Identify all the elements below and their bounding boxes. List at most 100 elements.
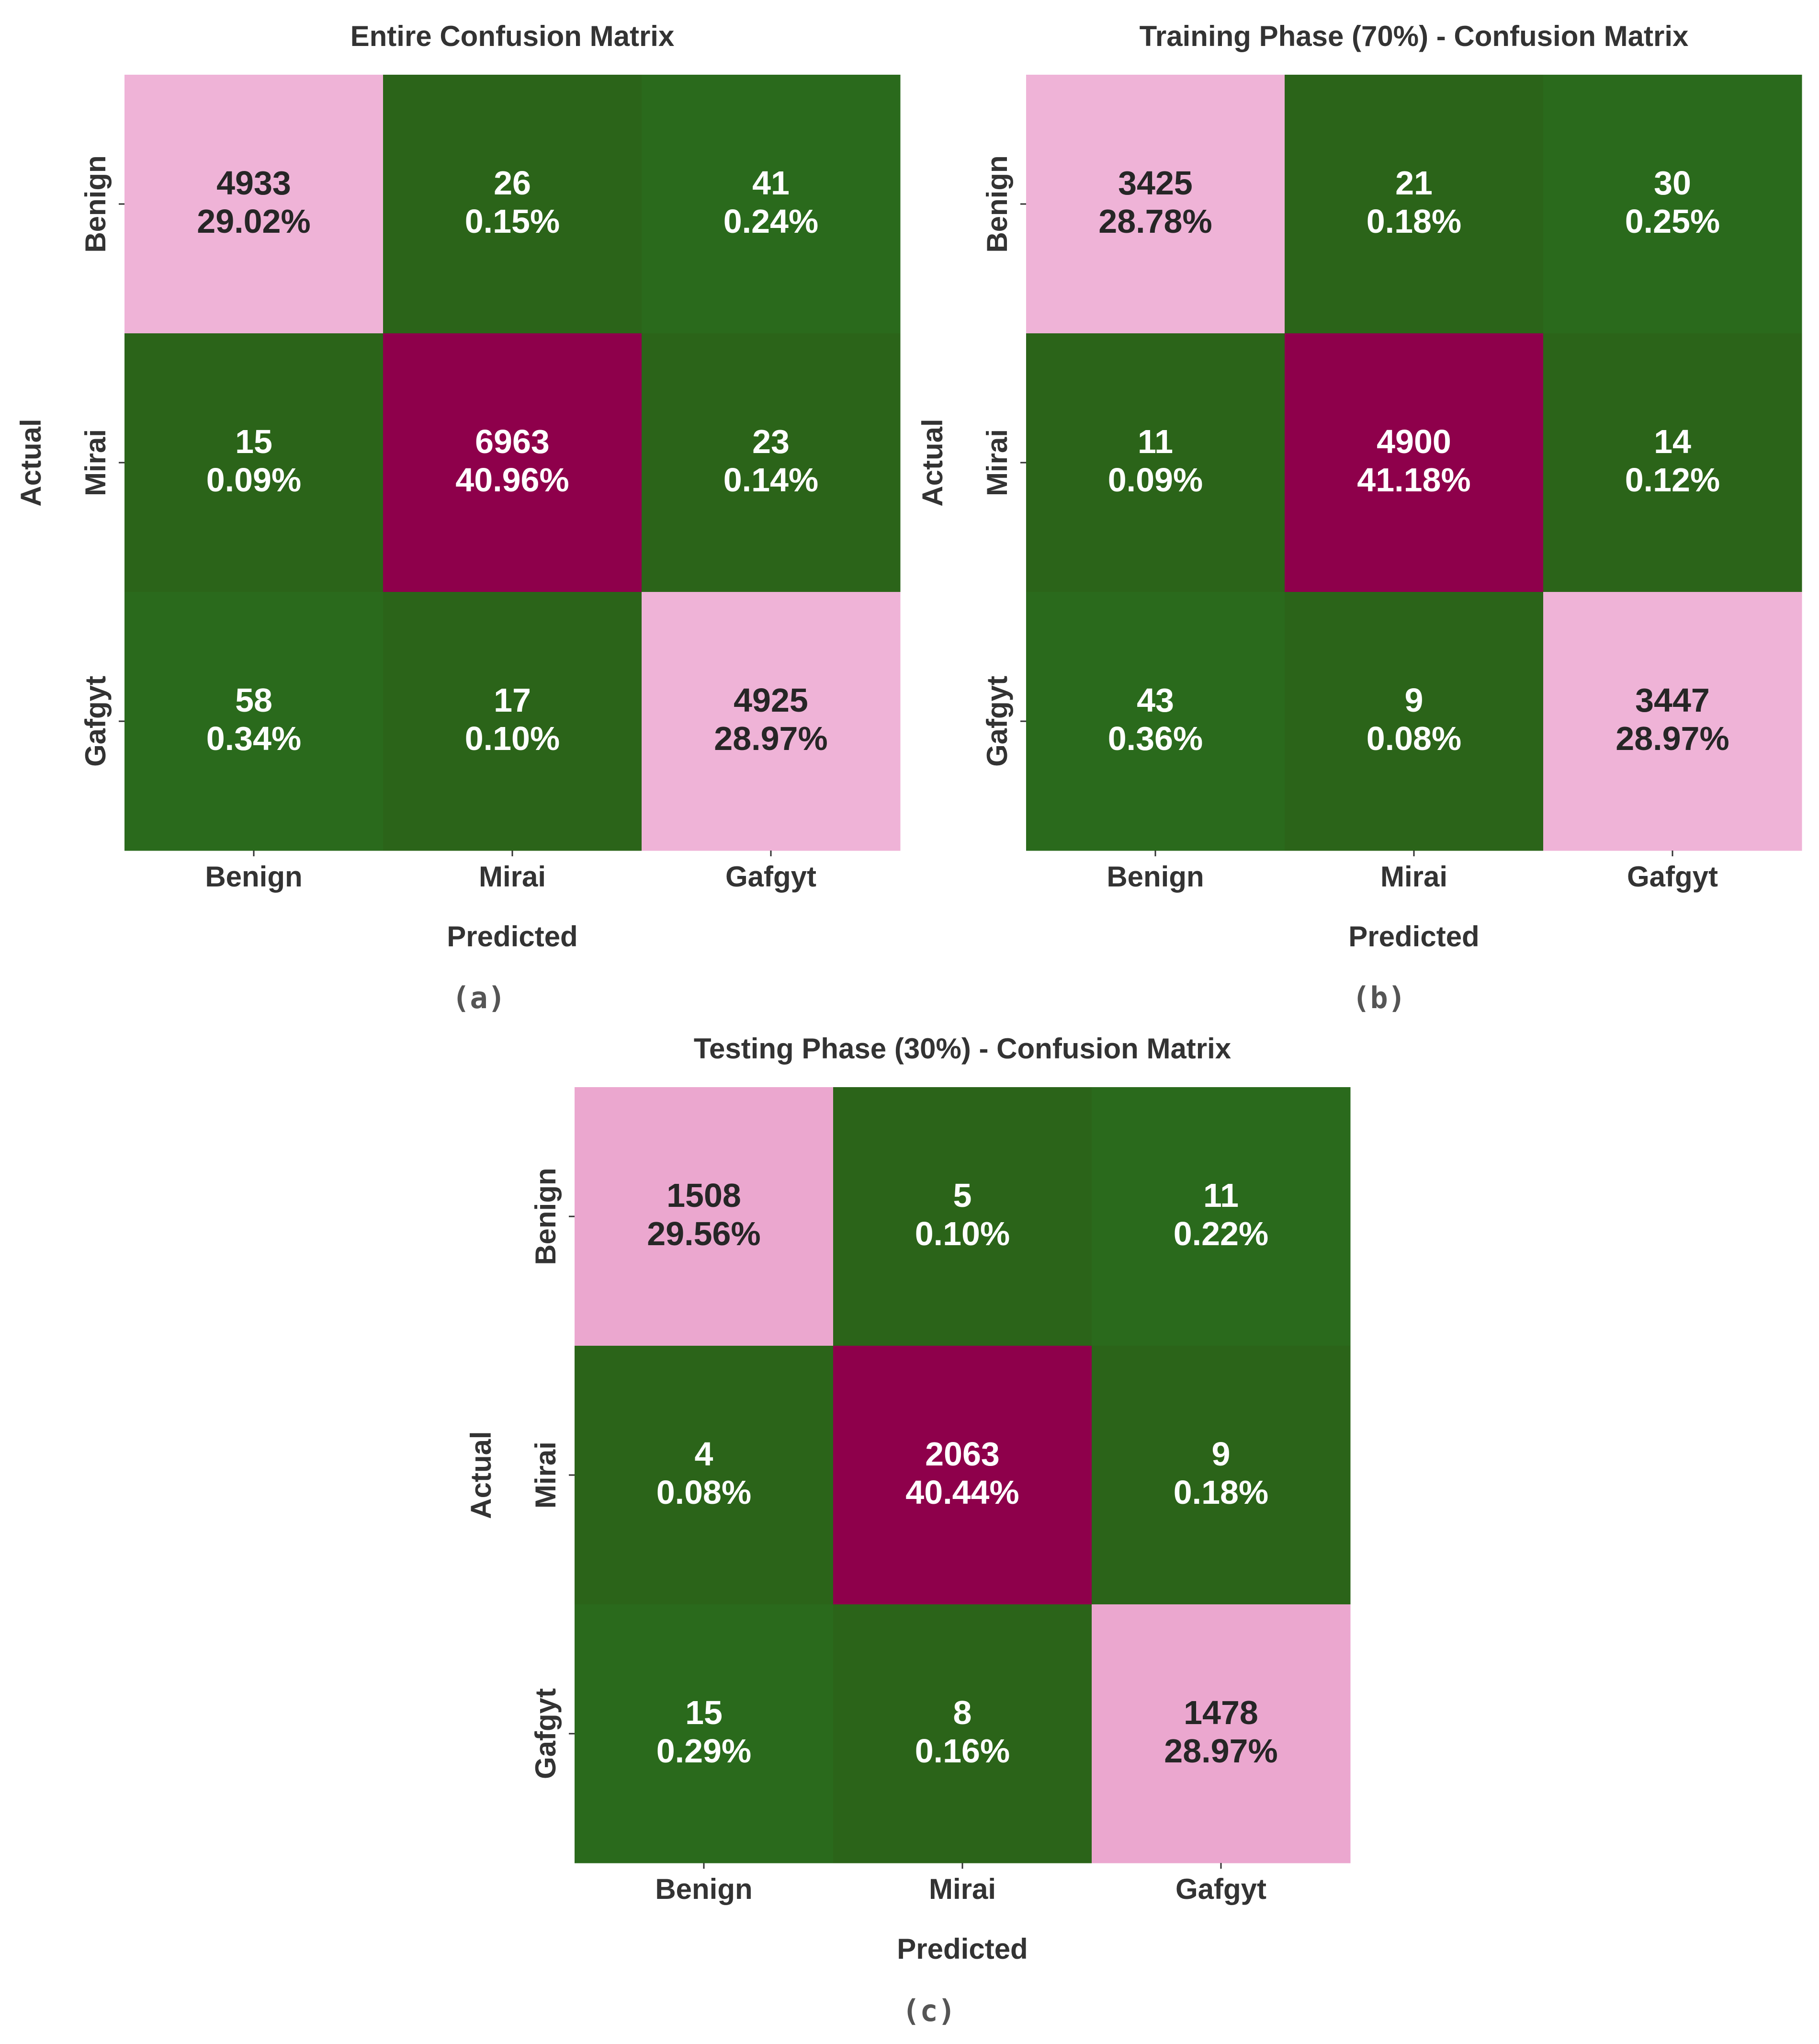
y-tick-label: Mirai xyxy=(79,429,112,496)
x-tick-label: Benign xyxy=(1107,861,1204,893)
cell-count-label: 23 xyxy=(752,423,790,460)
cell-percent-label: 0.29% xyxy=(656,1732,751,1770)
cell-percent-label: 0.09% xyxy=(1108,461,1203,499)
heatmap-cell xyxy=(1285,592,1544,851)
heatmap-cell xyxy=(383,592,642,851)
heatmap-cell xyxy=(1543,333,1802,592)
heatmap-cell xyxy=(642,75,901,334)
cell-percent-label: 0.18% xyxy=(1174,1474,1268,1511)
cell-percent-label: 0.18% xyxy=(1367,203,1461,240)
cell-count-label: 41 xyxy=(752,164,790,202)
y-axis-title: Actual xyxy=(465,1431,497,1519)
subfigure-caption: (b) xyxy=(1352,980,1406,1015)
y-tick-label: Benign xyxy=(981,155,1013,252)
cell-percent-label: 0.24% xyxy=(723,203,818,240)
x-tick-label: Gafgyt xyxy=(1175,1873,1266,1905)
heatmap-cell xyxy=(575,1087,834,1346)
heatmap-cell xyxy=(1092,1087,1351,1346)
cell-percent-label: 0.15% xyxy=(465,203,560,240)
heatmap-cell xyxy=(124,75,384,334)
cell-percent-label: 28.97% xyxy=(714,720,827,757)
cell-count-label: 8 xyxy=(953,1694,972,1731)
cell-percent-label: 0.08% xyxy=(1367,720,1461,757)
cell-count-label: 4925 xyxy=(734,681,808,719)
x-tick-label: Mirai xyxy=(1380,861,1447,893)
y-axis-title: Actual xyxy=(15,419,47,506)
y-tick-label: Gafgyt xyxy=(981,676,1013,767)
cell-count-label: 4 xyxy=(695,1435,713,1473)
cell-count-label: 9 xyxy=(1212,1435,1231,1473)
x-tick-label: Mirai xyxy=(479,861,546,893)
y-tick-label: Mirai xyxy=(530,1442,562,1509)
cell-count-label: 15 xyxy=(235,423,272,460)
y-tick-label: Gafgyt xyxy=(79,676,112,767)
cell-percent-label: 28.97% xyxy=(1616,720,1729,757)
cell-count-label: 26 xyxy=(494,164,531,202)
heatmap-cell xyxy=(1026,75,1285,334)
cell-percent-label: 40.96% xyxy=(455,461,569,499)
cell-percent-label: 0.14% xyxy=(723,461,818,499)
y-axis-title: Actual xyxy=(916,419,949,506)
cell-count-label: 1508 xyxy=(667,1177,741,1214)
heatmap-cell xyxy=(575,1604,834,1863)
cell-percent-label: 0.16% xyxy=(915,1732,1010,1770)
cell-count-label: 9 xyxy=(1405,681,1424,719)
cell-percent-label: 28.97% xyxy=(1164,1732,1277,1770)
cell-count-label: 2063 xyxy=(925,1435,1000,1473)
cell-count-label: 4933 xyxy=(216,164,291,202)
cell-percent-label: 0.10% xyxy=(915,1215,1010,1252)
heatmap-cell xyxy=(1026,333,1285,592)
cell-percent-label: 0.10% xyxy=(465,720,560,757)
cell-count-label: 11 xyxy=(1203,1177,1239,1214)
cell-percent-label: 0.22% xyxy=(1174,1215,1268,1252)
cell-percent-label: 0.34% xyxy=(206,720,301,757)
x-tick-label: Gafgyt xyxy=(1627,861,1718,893)
cell-count-label: 6963 xyxy=(475,423,550,460)
confusion-matrix-c: Testing Phase (30%) - Confusion Matrix 15… xyxy=(465,1033,1351,2028)
cell-count-label: 4900 xyxy=(1377,423,1451,460)
heatmap-cell xyxy=(124,592,384,851)
heatmap-cell xyxy=(833,1346,1092,1605)
cell-count-label: 15 xyxy=(685,1694,723,1731)
heatmap-cell xyxy=(642,333,901,592)
cell-percent-label: 29.56% xyxy=(647,1215,760,1252)
y-tick-label: Benign xyxy=(79,155,112,252)
heatmap-cell xyxy=(1026,592,1285,851)
cell-percent-label: 28.78% xyxy=(1098,203,1212,240)
heatmap-cell xyxy=(383,75,642,334)
y-tick-label: Mirai xyxy=(981,429,1013,496)
cell-percent-label: 41.18% xyxy=(1357,461,1470,499)
cell-count-label: 11 xyxy=(1138,423,1173,460)
y-tick-label: Gafgyt xyxy=(530,1688,562,1779)
heatmap-cell xyxy=(575,1346,834,1605)
heatmap-cell xyxy=(1543,592,1802,851)
cell-percent-label: 0.08% xyxy=(656,1474,751,1511)
cell-count-label: 43 xyxy=(1137,681,1174,719)
y-tick-label: Benign xyxy=(530,1168,562,1265)
heatmap-cell xyxy=(1092,1346,1351,1605)
cell-percent-label: 0.36% xyxy=(1108,720,1203,757)
heatmap-cell xyxy=(383,333,642,592)
x-tick-label: Benign xyxy=(205,861,302,893)
cell-percent-label: 29.02% xyxy=(197,203,310,240)
cell-percent-label: 0.25% xyxy=(1625,203,1720,240)
cell-count-label: 58 xyxy=(235,681,272,719)
x-tick-label: Benign xyxy=(655,1873,752,1905)
heatmap-cell xyxy=(1092,1604,1351,1863)
confusion-matrix-b: Training Phase (70%) - Confusion Matrix 3… xyxy=(916,20,1802,1015)
heatmap-cell xyxy=(1285,75,1544,334)
x-axis-title: Predicted xyxy=(897,1933,1028,1965)
cell-count-label: 3425 xyxy=(1118,164,1193,202)
heatmap-cell xyxy=(1543,75,1802,334)
cell-count-label: 14 xyxy=(1654,423,1691,460)
cell-count-label: 30 xyxy=(1654,164,1691,202)
heatmap-cell xyxy=(124,333,384,592)
cell-count-label: 17 xyxy=(494,681,531,719)
heatmap-cell xyxy=(1285,333,1544,592)
cell-count-label: 3447 xyxy=(1635,681,1710,719)
heatmap-cell xyxy=(833,1604,1092,1863)
cell-count-label: 1478 xyxy=(1184,1694,1258,1731)
cell-percent-label: 0.09% xyxy=(206,461,301,499)
